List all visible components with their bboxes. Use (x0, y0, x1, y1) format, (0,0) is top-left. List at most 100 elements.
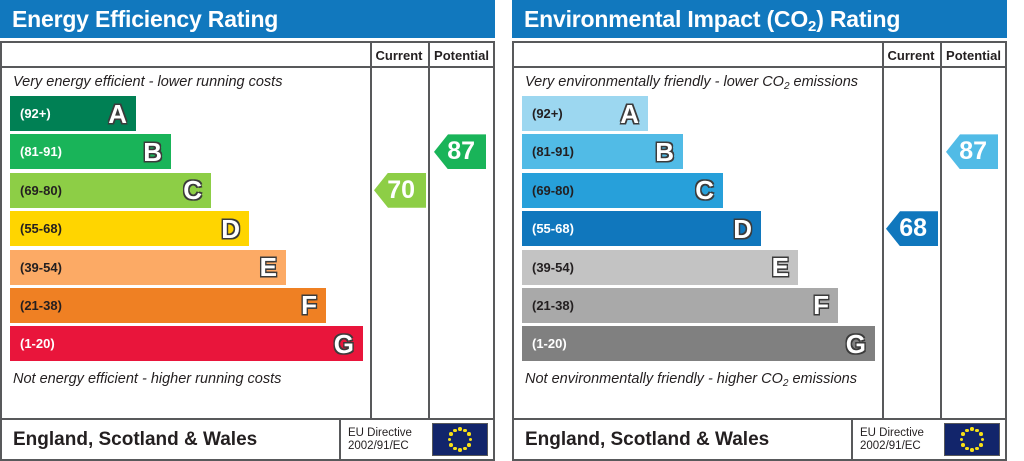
band-letter-label: E (771, 252, 789, 283)
eu-star (449, 442, 453, 447)
band-row: (92+) A (514, 96, 882, 134)
eu-star (970, 448, 974, 452)
eu-star (449, 432, 453, 437)
band-range-label: (92+) (532, 106, 563, 121)
band-row: (55-68) D (2, 211, 370, 249)
environmental-region-label: England, Scotland & Wales (525, 428, 770, 450)
eu-star (959, 437, 964, 442)
environmental-title-text: Environmental Impact (CO (524, 5, 809, 32)
band-bar-a: (92+) A (10, 96, 136, 131)
band-row: (81-91) B (2, 134, 370, 172)
energy-chart-frame: Current Potential Very energy efficient … (0, 41, 495, 420)
eu-star (964, 428, 969, 433)
band-bar-f: (21-38) F (522, 287, 838, 323)
environmental-caption-top-pre: Very environmentally friendly - lower CO (525, 74, 784, 90)
energy-potential-rating-marker: 87 (434, 134, 486, 170)
environmental-caption-top-post: emissions (789, 74, 859, 90)
eu-star (975, 428, 980, 433)
band-letter-label: F (813, 290, 829, 321)
band-letter-label: B (655, 136, 674, 167)
environmental-footer: England, Scotland & Wales EU Directive 2… (512, 420, 1007, 461)
eu-star (463, 428, 468, 433)
band-row: (69-80) C (2, 172, 370, 211)
band-bar-g: (1-20) G (10, 326, 363, 362)
energy-region-label: England, Scotland & Wales (13, 428, 258, 450)
band-letter-label: C (183, 175, 202, 206)
eu-flag-icon (432, 423, 488, 456)
eu-star (468, 437, 473, 442)
energy-current-column-divider (370, 43, 372, 418)
eu-star (458, 448, 462, 452)
band-letter-label: G (333, 328, 354, 359)
eu-star (964, 446, 969, 451)
environmental-caption-bottom-sub: 2 (782, 378, 789, 389)
page-title-co2: Environmental Impact (CO2) Rating (524, 5, 900, 34)
environmental-column-header-row: Current Potential (514, 43, 1005, 68)
eu-star (980, 437, 985, 442)
eu-star (467, 432, 471, 437)
energy-title-text: Energy Efficiency Rating (12, 5, 279, 32)
band-letter-label: C (695, 175, 714, 206)
rating-value: 68 (899, 214, 927, 243)
band-bar-e: (39-54) E (10, 249, 286, 285)
band-letter-label: A (620, 98, 639, 129)
band-row: (21-38) F (2, 287, 370, 326)
band-row: (39-54) E (514, 249, 882, 288)
environmental-eu-directive-text: EU Directive 2002/91/EC (853, 427, 944, 453)
eu-flag-icon (944, 423, 1000, 456)
eu-star (961, 442, 965, 447)
eu-star (979, 442, 983, 447)
environmental-chart-frame: Current Potential Very environmentally f… (512, 41, 1007, 420)
energy-caption-top: Very energy efficient - lower running co… (13, 74, 283, 90)
band-range-label: (1-20) (532, 336, 567, 352)
band-bar-e: (39-54) E (522, 249, 798, 285)
band-bar-f: (21-38) F (10, 287, 326, 323)
eu-star (463, 446, 468, 451)
rating-value: 87 (447, 137, 475, 166)
environmental-directive-line-2: 2002/91/EC (860, 439, 921, 452)
band-range-label: (1-20) (20, 336, 55, 352)
environmental-potential-column-header: Potential (946, 48, 1001, 63)
eu-star (452, 446, 457, 451)
band-range-label: (81-91) (532, 144, 574, 160)
environmental-title-bar: Environmental Impact (CO2) Rating (512, 0, 1007, 38)
band-bar-d: (55-68) D (522, 211, 761, 247)
environmental-caption-bottom-post: emissions (788, 371, 857, 387)
page-title: Energy Efficiency Rating (12, 5, 279, 32)
environmental-current-column-divider (882, 43, 884, 418)
band-range-label: (69-80) (532, 182, 574, 198)
eu-star (970, 427, 974, 431)
environmental-caption-top: Very environmentally friendly - lower CO… (514, 68, 882, 96)
band-letter-label: D (221, 213, 240, 244)
energy-footer-divider (339, 420, 341, 459)
band-range-label: (55-68) (532, 221, 574, 237)
band-row: (1-20) G (514, 326, 882, 364)
energy-current-column-header: Current (375, 48, 423, 63)
band-bar-g: (1-20) G (522, 326, 875, 362)
energy-caption-bottom: Not energy efficient - higher running co… (13, 371, 282, 387)
band-range-label: (69-80) (20, 182, 62, 198)
energy-potential-column-divider (428, 43, 430, 418)
band-bar-b: (81-91) B (10, 134, 171, 170)
environmental-caption-bottom-pre: Not environmentally friendly - higher CO (525, 371, 783, 387)
energy-directive-line-2: 2002/91/EC (348, 439, 409, 452)
eu-star (467, 442, 471, 447)
eu-star (979, 432, 983, 437)
band-bar-c: (69-80) C (10, 172, 211, 208)
energy-column-header-row: Current Potential (2, 43, 493, 68)
band-row: (69-80) C (514, 172, 882, 211)
band-range-label: (92+) (20, 106, 51, 121)
energy-potential-column-header: Potential (434, 48, 489, 63)
environmental-footer-divider (851, 420, 853, 459)
band-letter-label: A (108, 98, 127, 129)
rating-value: 87 (959, 137, 987, 166)
band-range-label: (21-38) (532, 297, 574, 313)
band-bar-a: (92+) A (522, 96, 648, 131)
environmental-caption-bottom: Not environmentally friendly - higher CO… (514, 365, 882, 393)
band-letter-label: B (143, 136, 162, 167)
environmental-bands-list: (92+) A (81-91) B (69-80) C (55-68) D (39-54) E (2… (514, 96, 882, 365)
band-range-label: (39-54) (20, 259, 62, 275)
eu-star (961, 432, 965, 437)
band-bar-c: (69-80) C (522, 172, 723, 208)
